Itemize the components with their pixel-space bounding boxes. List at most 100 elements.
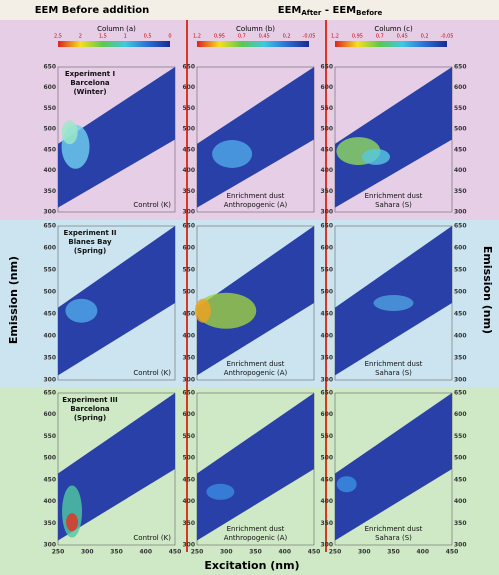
y-axis-label: Emission (nm): [7, 256, 20, 344]
y-tick-label: 300: [43, 542, 56, 549]
eem-band: [58, 393, 175, 541]
y-tick-label: 550: [454, 433, 467, 440]
experiment-label: Experiment I: [65, 70, 115, 78]
y-tick-label: 650: [182, 64, 195, 71]
x-tick-label: 250: [191, 549, 204, 556]
experiment-label: Barcelona: [70, 405, 110, 413]
experiment-label: (Spring): [74, 414, 106, 422]
y-tick-label: 650: [454, 64, 467, 71]
y-tick-label: 650: [454, 223, 467, 230]
y-tick-label: 350: [320, 355, 333, 362]
colorbar-label: -0,05: [441, 34, 454, 40]
eem-band: [58, 226, 175, 376]
y-tick-label: 350: [454, 188, 467, 195]
colorbar-label: -0,05: [303, 34, 316, 40]
experiment-label: (Winter): [73, 88, 106, 96]
eem-feature: [212, 140, 253, 168]
x-tick-label: 450: [446, 549, 459, 556]
y-tick-label: 300: [320, 209, 333, 216]
y-tick-label: 300: [320, 377, 333, 384]
colorbar-label: 0,5: [144, 34, 152, 40]
x-tick-label: 350: [387, 549, 400, 556]
y-tick-label: 450: [182, 146, 195, 153]
y-tick-label: 600: [182, 411, 195, 418]
panel-label: Enrichment dust: [365, 192, 423, 200]
y-tick-label: 600: [454, 84, 467, 91]
eem-feature: [194, 298, 211, 323]
colorbar-label: 1,5: [99, 34, 107, 40]
panel-label: Anthropogenic (A): [224, 201, 288, 209]
panel-label: Sahara (S): [375, 534, 412, 542]
y-tick-label: 650: [182, 390, 195, 397]
panel-label: Enrichment dust: [227, 192, 285, 200]
colorbar-label: 0,95: [352, 34, 363, 40]
right-title: EEMAfter - EEMBefore: [278, 5, 383, 17]
y-tick-label: 400: [320, 167, 333, 174]
y-tick-label: 500: [182, 126, 195, 133]
y-tick-label: 450: [43, 146, 56, 153]
colorbar-label: 0,2: [421, 34, 429, 40]
y-tick-label: 600: [43, 245, 56, 252]
eem-band: [58, 67, 175, 208]
y-tick-label: 400: [43, 333, 56, 340]
panel-label: Enrichment dust: [365, 360, 423, 368]
y-tick-label: 350: [320, 520, 333, 527]
panel-label: Sahara (S): [375, 201, 412, 209]
y-tick-label: 500: [182, 289, 195, 296]
y-tick-label: 550: [43, 267, 56, 274]
y-tick-label: 550: [182, 433, 195, 440]
y-tick-label: 400: [43, 498, 56, 505]
y-tick-label: 450: [454, 146, 467, 153]
y-tick-label: 350: [43, 355, 56, 362]
y-tick-label: 500: [182, 455, 195, 462]
y-tick-label: 550: [454, 105, 467, 112]
y-tick-label: 350: [182, 188, 195, 195]
x-tick-label: 300: [220, 549, 233, 556]
panel-label: Enrichment dust: [365, 525, 423, 533]
y-tick-label: 600: [182, 84, 195, 91]
eem-band: [335, 393, 452, 541]
eem-feature: [336, 476, 357, 493]
y-tick-label: 400: [320, 333, 333, 340]
colorbar-label: 0,2: [283, 34, 291, 40]
y-tick-label: 550: [43, 433, 56, 440]
y-tick-label: 550: [182, 267, 195, 274]
y-tick-label: 600: [43, 411, 56, 418]
y-tick-label: 350: [43, 188, 56, 195]
y-tick-label: 650: [43, 390, 56, 397]
colorbar: [335, 41, 447, 47]
y-tick-label: 300: [43, 377, 56, 384]
column-title: Column (a): [97, 25, 136, 33]
y-tick-label: 350: [454, 520, 467, 527]
experiment-label: Experiment III: [62, 396, 118, 404]
y-tick-label: 400: [182, 498, 195, 505]
eem-band: [197, 393, 314, 541]
colorbar: [58, 41, 170, 47]
x-tick-label: 450: [169, 549, 182, 556]
y-tick-label: 300: [43, 209, 56, 216]
y-tick-label: 550: [182, 105, 195, 112]
panel-label: Enrichment dust: [227, 525, 285, 533]
y-tick-label: 350: [182, 355, 195, 362]
y-tick-label: 500: [454, 289, 467, 296]
y-tick-label: 550: [320, 105, 333, 112]
y-tick-label: 650: [43, 223, 56, 230]
panel-label: Anthropogenic (A): [224, 369, 288, 377]
colorbar-label: 1: [124, 34, 127, 40]
y-tick-label: 450: [454, 476, 467, 483]
x-tick-label: 350: [249, 549, 262, 556]
panel-label: Anthropogenic (A): [224, 534, 288, 542]
y-tick-label: 650: [320, 223, 333, 230]
y-tick-label: 550: [320, 267, 333, 274]
colorbar-label: 1,2: [193, 34, 201, 40]
colorbar-label: 2,5: [54, 34, 62, 40]
y-tick-label: 650: [43, 64, 56, 71]
colorbar-label: 0: [168, 34, 171, 40]
panel-label: Control (K): [133, 201, 171, 209]
colorbar-label: 2: [79, 34, 82, 40]
header-bg: [0, 0, 499, 20]
y-tick-label: 300: [182, 209, 195, 216]
y-tick-label: 600: [320, 84, 333, 91]
y-tick-label: 450: [182, 476, 195, 483]
